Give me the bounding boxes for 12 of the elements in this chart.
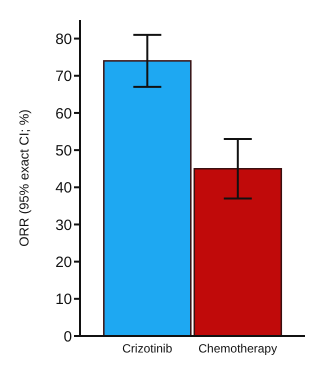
y-axis-title: ORR (95% exact CI; %)	[16, 109, 32, 247]
y-tick-label: 0	[64, 328, 72, 346]
y-tick-label: 30	[55, 216, 72, 234]
y-tick-label: 50	[55, 142, 72, 160]
y-tick-label: 20	[55, 254, 72, 271]
x-tick-label: Crizotinib	[122, 342, 173, 356]
y-tick-label: 10	[55, 291, 72, 308]
x-tick-label: Chemotherapy	[198, 342, 278, 356]
y-tick-label: 70	[55, 68, 72, 86]
y-tick-label: 40	[55, 180, 72, 197]
y-tick-label: 60	[55, 105, 72, 122]
y-tick-label: 80	[55, 30, 72, 48]
